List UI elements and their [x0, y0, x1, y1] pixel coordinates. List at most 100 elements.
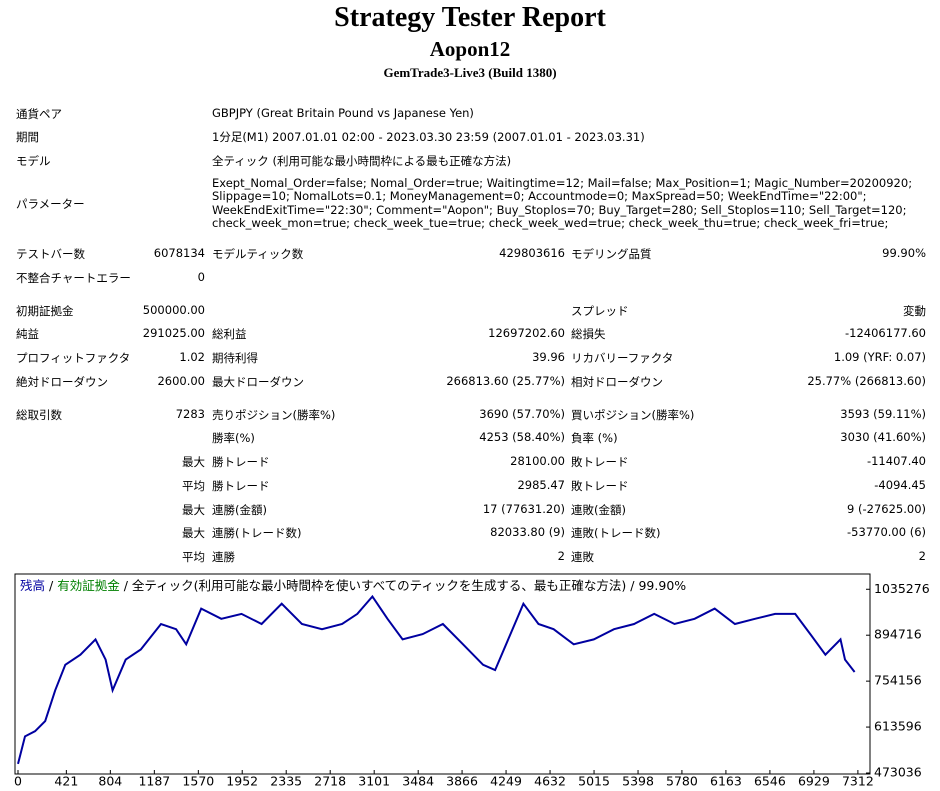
stat-value: 17 (77631.20) — [482, 502, 565, 516]
stat-label: モデリング品質 — [571, 247, 652, 261]
x-tick-label: 1952 — [226, 774, 258, 789]
stat-value: 2985.47 — [517, 478, 565, 492]
x-tick-label: 5780 — [666, 774, 698, 789]
x-tick-label: 6546 — [754, 774, 786, 789]
stat-label: 初期証拠金 — [16, 304, 74, 318]
info-value: 1分足(M1) 2007.01.01 02:00 - 2023.03.30 23… — [212, 130, 645, 144]
legend-separator: / — [124, 578, 129, 593]
stat-label: 売りポジション(勝率%) — [212, 408, 336, 422]
stat-label: 連勝(トレード数) — [212, 526, 302, 540]
balance-line — [17, 594, 856, 765]
stat-label: 連敗(トレード数) — [571, 526, 661, 540]
stat-label: 不整合チャートエラー — [16, 271, 131, 285]
stat-value: 1.09 (YRF: 0.07) — [833, 350, 926, 364]
stat-label: 総取引数 — [16, 408, 62, 422]
x-tick-label: 804 — [98, 774, 122, 789]
stat-value: 6078134 — [153, 246, 205, 260]
x-tick-label: 6163 — [710, 774, 742, 789]
x-tick-label: 5015 — [578, 774, 610, 789]
y-tick-label: 473036 — [874, 765, 922, 780]
x-tick-label: 3101 — [358, 774, 390, 789]
info-value: Exept_Nomal_Order=false; Nomal_Order=tru… — [212, 176, 913, 230]
y-tick-label: 754156 — [874, 673, 922, 688]
stat-value: -53770.00 (6) — [847, 525, 926, 539]
legend-separator: / — [49, 578, 54, 593]
stat-value: 291025.00 — [142, 326, 205, 340]
stat-qualifier: 平均 — [182, 479, 205, 493]
stat-label: スプレッド — [571, 304, 629, 318]
info-label: モデル — [16, 154, 51, 168]
x-tick-label: 1187 — [138, 774, 170, 789]
x-tick-label: 3484 — [402, 774, 434, 789]
chart-legend: 残高 / 有効証拠金 / 全ティック(利用可能な最小時間枠を使いすべてのティック… — [20, 578, 686, 593]
stat-value: -4094.45 — [874, 478, 926, 492]
x-tick-label: 3866 — [446, 774, 478, 789]
stat-label: テストバー数 — [16, 247, 85, 261]
stat-label: 連敗(金額) — [571, 503, 626, 517]
stat-value: 12697202.60 — [488, 326, 565, 340]
plot-frame — [14, 573, 871, 775]
stat-label: 総利益 — [212, 327, 247, 341]
legend-quality: 99.90% — [638, 578, 686, 593]
legend-equity: 有効証拠金 — [57, 578, 120, 593]
stat-label: 絶対ドローダウン — [16, 375, 108, 389]
stat-value: 7283 — [175, 407, 205, 421]
stat-value: 25.77% (266813.60) — [807, 374, 926, 388]
stat-label: 勝トレード — [212, 479, 270, 493]
x-tick-label: 7312 — [842, 774, 874, 789]
stat-label: モデルティック数 — [212, 247, 304, 261]
stat-label: 連勝(金額) — [212, 503, 267, 517]
x-tick-label: 6929 — [798, 774, 830, 789]
stat-label: 敗トレード — [571, 479, 629, 493]
x-tick-label: 4632 — [534, 774, 566, 789]
stat-qualifier: 最大 — [182, 503, 205, 517]
info-value: 全ティック (利用可能な最小時間枠による最も正確な方法) — [212, 154, 512, 168]
x-tick-label: 421 — [54, 774, 78, 789]
stat-label: 勝トレード — [212, 455, 270, 469]
stat-label: 期待利得 — [212, 351, 258, 365]
x-tick-label: 1570 — [182, 774, 214, 789]
legend-separator: / — [630, 578, 635, 593]
stat-value: 28100.00 — [510, 454, 565, 468]
stat-value: 2 — [918, 549, 926, 563]
legend-balance: 残高 — [20, 578, 45, 593]
y-tick-label: 613596 — [874, 719, 922, 734]
stat-label: 最大ドローダウン — [212, 375, 304, 389]
stat-value: 266813.60 (25.77%) — [446, 374, 565, 388]
stat-value: -12406177.60 — [845, 326, 926, 340]
stat-label: 総損失 — [571, 327, 606, 341]
stat-label: 勝率(%) — [212, 431, 255, 445]
stat-qualifier: 平均 — [182, 550, 205, 564]
x-tick-label: 2718 — [314, 774, 346, 789]
stat-qualifier: 最大 — [182, 526, 205, 540]
stat-value: 2 — [557, 549, 565, 563]
stat-value: 変動 — [903, 304, 926, 318]
stat-value: 3690 (57.70%) — [479, 407, 565, 421]
info-value: GBPJPY (Great Britain Pound vs Japanese … — [212, 106, 474, 120]
stat-value: 39.96 — [532, 350, 565, 364]
report-subtitle: Aopon12 — [429, 37, 511, 61]
stat-label: 負率 (%) — [571, 431, 618, 445]
stat-label: プロフィットファクタ — [16, 351, 131, 365]
legend-model: 全ティック(利用可能な最小時間枠を使いすべてのティックを生成する、最も正確な方法… — [132, 578, 626, 593]
y-tick-label: 894716 — [874, 627, 922, 642]
stat-value: 82033.80 (9) — [490, 525, 565, 539]
stat-value: 9 (-27625.00) — [847, 502, 926, 516]
x-tick-label: 0 — [14, 774, 22, 789]
x-tick-label: 4249 — [490, 774, 522, 789]
stat-value: 99.90% — [882, 246, 926, 260]
stat-label: 連勝 — [212, 550, 235, 564]
stat-value: -11407.40 — [866, 454, 926, 468]
x-tick-label: 5398 — [622, 774, 654, 789]
stat-label: 敗トレード — [571, 455, 629, 469]
stat-value: 2600.00 — [157, 374, 205, 388]
stat-label: リカバリーファクタ — [571, 351, 674, 365]
x-tick-label: 2335 — [270, 774, 302, 789]
stat-value: 4253 (58.40%) — [479, 430, 565, 444]
stat-value: 429803616 — [499, 246, 565, 260]
stat-label: 買いポジション(勝率%) — [571, 408, 695, 422]
stat-value: 3030 (41.60%) — [840, 430, 926, 444]
info-label: パラメーター — [16, 197, 85, 211]
